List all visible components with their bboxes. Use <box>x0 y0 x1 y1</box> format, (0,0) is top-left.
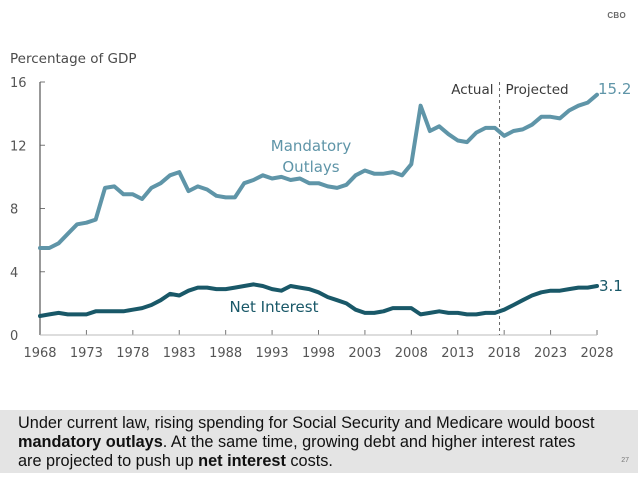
y-tick-label: 8 <box>10 203 18 218</box>
mandatory-outlays-points <box>39 94 598 249</box>
x-tick-label: 1968 <box>23 346 56 361</box>
caption-bar: Under current law, rising spending for S… <box>0 410 638 473</box>
x-tick-label: 2018 <box>488 346 521 361</box>
y-tick-label: 4 <box>10 266 18 281</box>
net-interest-end-value: 3.1 <box>599 277 623 295</box>
caption-bold-mandatory-outlays: mandatory outlays <box>18 433 163 451</box>
caption-text: Under current law, rising spending for S… <box>18 414 598 471</box>
net-interest-points <box>39 284 598 317</box>
x-tick-label: 1993 <box>256 346 289 361</box>
x-tick-label: 2023 <box>534 346 567 361</box>
x-tick-label: 2013 <box>441 346 474 361</box>
x-axis: 1968 1973 1978 1983 1988 1993 1998 2003 2008 2013… <box>23 330 614 361</box>
x-tick-label: 2003 <box>348 346 381 361</box>
mandatory-outlays-label-line2: Outlays <box>282 158 339 176</box>
caption-part2: . At the same time, growing debt and hig… <box>18 433 576 470</box>
x-tick-label: 1983 <box>163 346 196 361</box>
x-tick-label: 1973 <box>70 346 103 361</box>
x-tick-label: 1988 <box>209 346 242 361</box>
y-tick-label: 0 <box>10 329 18 344</box>
y-axis-title: Percentage of GDP <box>10 51 137 67</box>
mandatory-outlays-end-value: 15.2 <box>598 80 631 98</box>
projected-label: Projected <box>506 82 569 98</box>
net-interest-label: Net Interest <box>230 298 319 316</box>
mandatory-outlays-label-line1: Mandatory <box>271 137 352 155</box>
x-tick-label: 2008 <box>395 346 428 361</box>
y-tick-label: 16 <box>10 76 27 91</box>
x-tick-label: 2028 <box>580 346 613 361</box>
actual-label: Actual <box>451 82 493 98</box>
x-tick-label: 1998 <box>302 346 335 361</box>
caption-bold-net-interest: net interest <box>198 452 286 470</box>
caption-part1: Under current law, rising spending for S… <box>18 414 595 432</box>
y-axis: 0 4 8 12 16 <box>10 76 45 344</box>
x-tick-label: 1978 <box>116 346 149 361</box>
page-number: 27 <box>621 457 629 464</box>
y-tick-label: 12 <box>10 139 27 154</box>
cbo-brand-label: CBO <box>607 11 626 20</box>
caption-part3: costs. <box>285 452 333 470</box>
